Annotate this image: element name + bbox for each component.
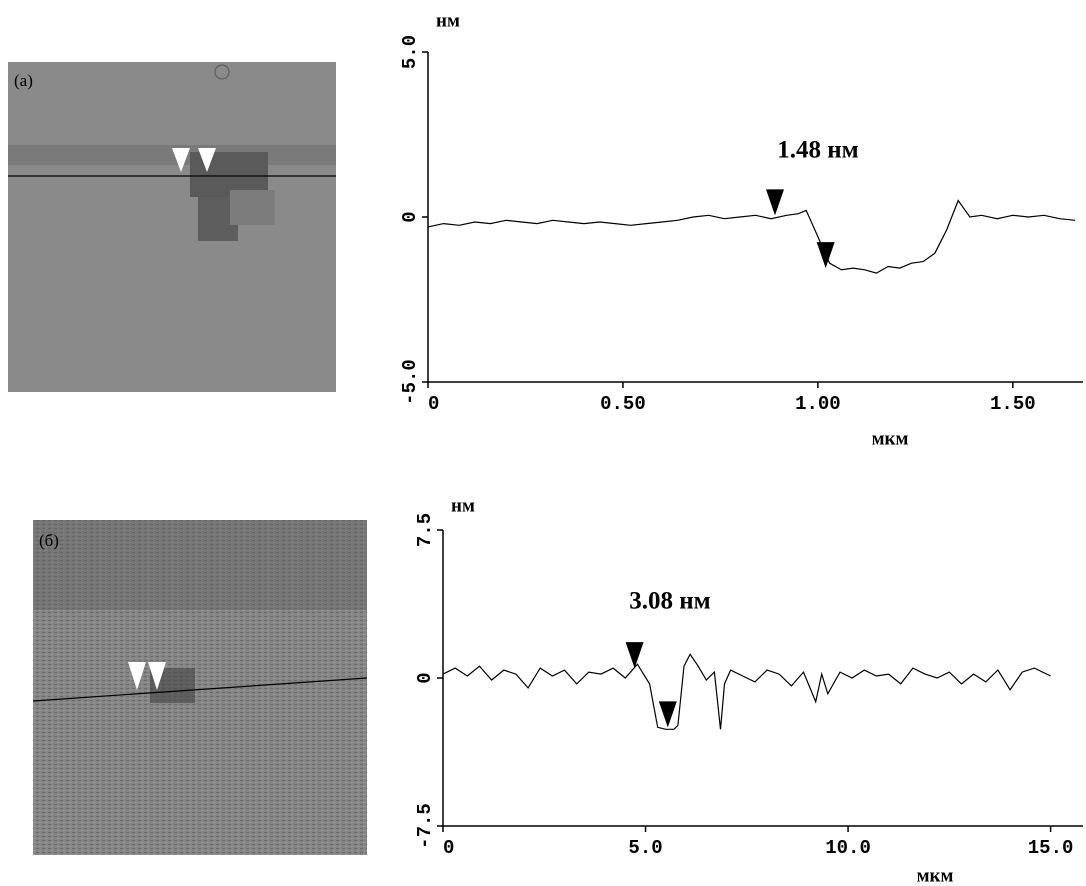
y-tick-label: -5.0: [399, 359, 421, 405]
afm-image-b: [32, 520, 368, 855]
x-tick-label: 0: [443, 837, 454, 859]
y-tick-label: 7.5: [414, 513, 436, 547]
y-tick-label: 0: [399, 211, 421, 222]
x-tick-label: 0: [428, 393, 439, 415]
cursor-marker: [625, 642, 644, 669]
x-tick-label: 10.0: [825, 837, 871, 859]
y-tick-label: 0: [414, 672, 436, 683]
afm-image-a: [8, 62, 336, 392]
profile-line: [427, 199, 1076, 274]
panel-label: (б): [39, 531, 59, 550]
y-axis-label: нм: [451, 495, 475, 516]
x-tick-label: 15.0: [1028, 837, 1074, 859]
annotation: 1.48 нм: [777, 137, 858, 164]
profile-line: [442, 653, 1051, 730]
x-tick-label: 1.00: [795, 393, 841, 415]
x-tick-label: 5.0: [628, 837, 662, 859]
annotation: 3.08 нм: [629, 588, 710, 615]
y-tick-label: 5.0: [399, 35, 421, 69]
cursor-marker: [658, 701, 677, 728]
x-axis-label: мкм: [917, 865, 954, 886]
cursor-marker: [816, 242, 835, 269]
x-tick-label: 1.50: [990, 393, 1036, 415]
cursor-marker: [765, 189, 784, 216]
panel-label: (a): [14, 71, 33, 90]
x-tick-label: 0.50: [600, 393, 646, 415]
y-axis-label: нм: [436, 10, 460, 31]
y-tick-label: -7.5: [414, 803, 436, 849]
x-axis-label: мкм: [872, 428, 909, 449]
